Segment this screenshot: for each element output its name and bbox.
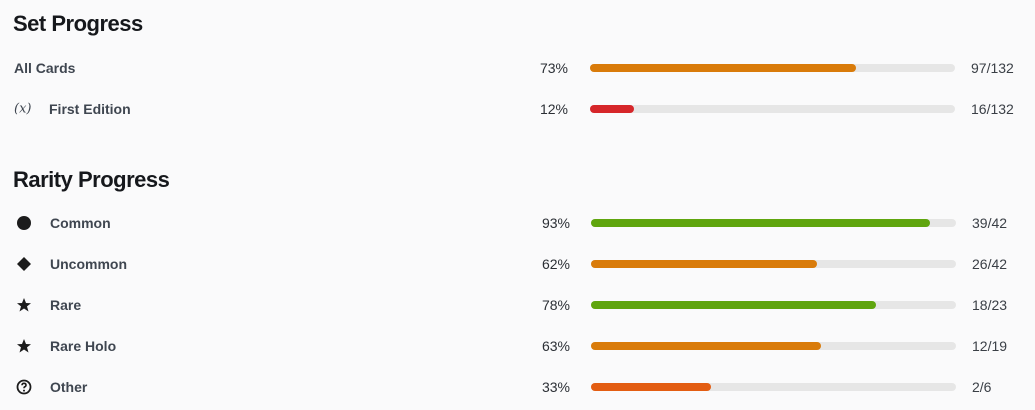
icon-star [17, 298, 31, 312]
section-title: Set Progress [13, 11, 143, 36]
percent-label: 73% [539, 60, 568, 76]
progress-track [591, 260, 956, 268]
percent-label: 62% [541, 256, 570, 272]
progress-bar [590, 64, 857, 72]
section-title: Rarity Progress [13, 167, 170, 192]
row-label: Rare [50, 297, 82, 313]
count-label: 26/42 [972, 256, 1008, 272]
icon-question [16, 379, 32, 395]
count-label: 39/42 [972, 215, 1008, 231]
icon-diamond [17, 257, 31, 271]
count-label: 12/19 [972, 338, 1008, 354]
icon-star [17, 339, 31, 353]
percent-label: 33% [541, 379, 570, 395]
percent-label: 93% [541, 215, 570, 231]
progress-bar [590, 105, 634, 113]
count-label: 2/6 [972, 379, 992, 395]
row-label: Rare Holo [50, 338, 117, 354]
percent-label: 78% [541, 297, 570, 313]
progress-track [590, 64, 955, 72]
row-label: All Cards [14, 60, 76, 76]
icon-circle [17, 216, 31, 230]
percent-label: 63% [541, 338, 570, 354]
progress-bar [591, 219, 931, 227]
progress-bar [591, 301, 876, 309]
progress-track [591, 383, 956, 391]
row-label: Other [50, 379, 88, 395]
count-label: 16/132 [971, 101, 1014, 117]
progress-track [590, 105, 955, 113]
row-label: Common [50, 215, 111, 231]
progress-track [591, 342, 956, 350]
row-icon: (x) [14, 101, 32, 117]
progress-bar [591, 260, 818, 268]
percent-label: 12% [539, 101, 568, 117]
count-label: 97/132 [971, 60, 1014, 76]
progress-bar [591, 383, 712, 391]
progress-track [591, 301, 956, 309]
row-label: First Edition [49, 101, 131, 117]
progress-bar [591, 342, 821, 350]
progress-track [591, 219, 956, 227]
count-label: 18/23 [972, 297, 1008, 313]
row-label: Uncommon [50, 256, 127, 272]
